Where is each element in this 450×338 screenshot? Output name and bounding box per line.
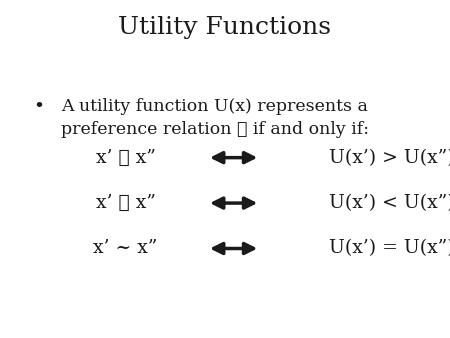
Text: x’ ≻ x”: x’ ≻ x” bbox=[96, 149, 156, 167]
Text: U(x’) > U(x”): U(x’) > U(x”) bbox=[328, 149, 450, 167]
Text: x’ ~ x”: x’ ~ x” bbox=[94, 240, 158, 258]
Text: Utility Functions: Utility Functions bbox=[118, 17, 332, 40]
Text: U(x’) < U(x”): U(x’) < U(x”) bbox=[328, 194, 450, 212]
Text: •: • bbox=[33, 98, 44, 116]
Text: preference relation ≽ if and only if:: preference relation ≽ if and only if: bbox=[61, 121, 369, 138]
Text: x’ ≺ x”: x’ ≺ x” bbox=[96, 194, 156, 212]
Text: U(x’) = U(x”).: U(x’) = U(x”). bbox=[328, 240, 450, 258]
Text: A utility function U(x) represents a: A utility function U(x) represents a bbox=[61, 98, 368, 115]
